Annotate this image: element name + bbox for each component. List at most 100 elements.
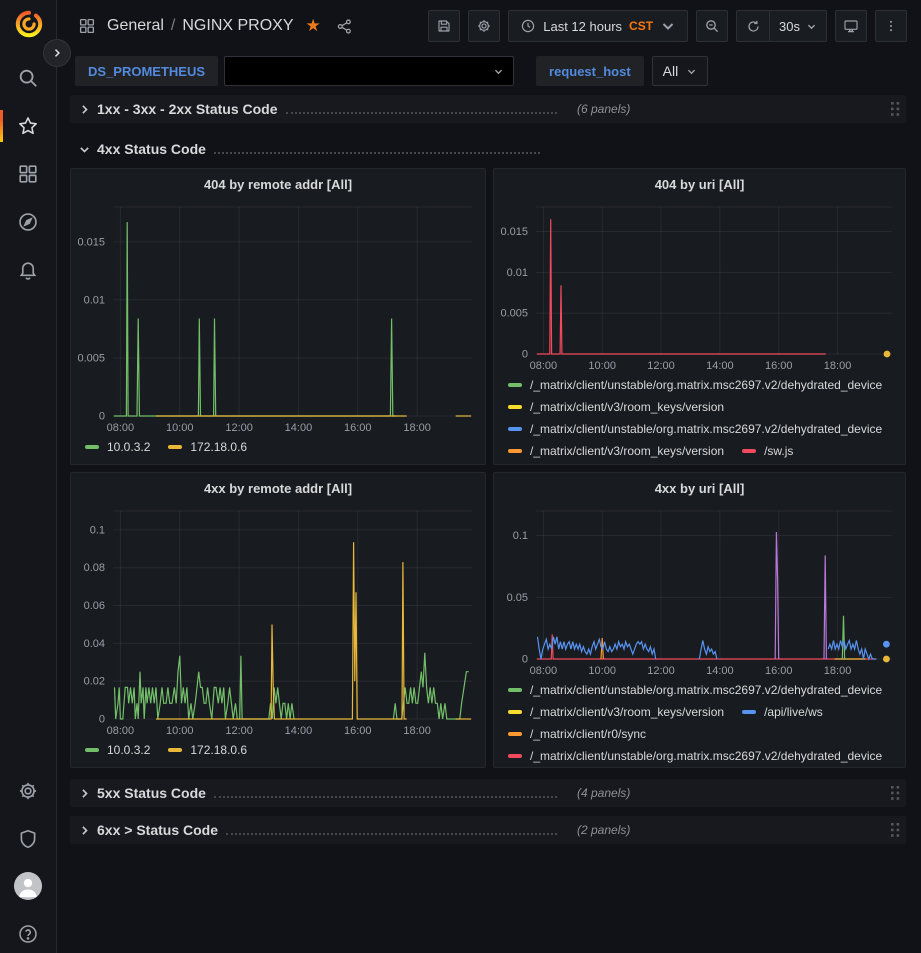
refresh-button[interactable] xyxy=(737,11,769,41)
legend-label: 172.18.0.6 xyxy=(190,440,248,454)
svg-text:0.01: 0.01 xyxy=(84,294,105,306)
svg-text:0: 0 xyxy=(522,654,528,666)
row-drag-handle[interactable] xyxy=(891,823,900,837)
breadcrumb-dashboard-title: NGINX PROXY xyxy=(182,17,294,34)
legend-item[interactable]: /_matrix/client/v3/room_keys/version xyxy=(508,396,724,418)
dotted-leader xyxy=(285,112,557,114)
svg-text:08:00: 08:00 xyxy=(530,360,558,372)
svg-text:0: 0 xyxy=(522,349,528,361)
legend-item[interactable]: /_matrix/client/unstable/org.matrix.msc2… xyxy=(508,745,882,765)
svg-text:16:00: 16:00 xyxy=(344,725,372,737)
legend-label: /_matrix/client/v3/room_keys/version xyxy=(530,705,725,719)
refresh-interval-picker[interactable]: 30s xyxy=(769,11,826,41)
panel-header[interactable]: 404 by uri [All] xyxy=(654,176,745,192)
row-panel-count: (2 panels) xyxy=(577,823,631,837)
legend-item[interactable]: 10.0.3.2 xyxy=(85,436,150,458)
time-series-plot[interactable]: 0 0.05 0.1 08:00 10:00 12:00 14:00 16:00 18:00 xyxy=(494,503,905,679)
series-color-marker xyxy=(168,748,183,752)
legend-item[interactable]: /_matrix/client/v3/room_keys/version xyxy=(508,701,724,723)
row-title: 1xx - 3xx - 2xx Status Code xyxy=(97,101,278,117)
svg-text:12:00: 12:00 xyxy=(225,422,253,434)
legend-item[interactable]: /sw.js xyxy=(742,440,793,462)
breadcrumb-folder[interactable]: General xyxy=(107,17,164,34)
sidebar xyxy=(0,0,57,953)
dashboard-settings-button[interactable] xyxy=(468,10,501,42)
legend-item[interactable]: /_matrix/client/unstable/org.matrix.msc2… xyxy=(508,679,882,701)
time-series-plot[interactable]: 0 0.02 0.04 0.06 0.08 0.1 08:00 10:00 12:00 14:00… xyxy=(71,503,485,739)
panel-4xx-by-uri: 4xx by uri [All] 0 0.05 0.1 08:00 10:00 12:00… xyxy=(493,472,906,768)
legend-item[interactable]: 172.18.0.6 xyxy=(168,739,247,761)
timezone-label: CST xyxy=(629,19,654,33)
more-options-kebab-button[interactable] xyxy=(875,10,907,42)
chevron-down-icon xyxy=(493,66,504,77)
help-question-icon[interactable] xyxy=(16,922,40,946)
share-icon[interactable] xyxy=(336,18,353,35)
legend-label: /_matrix/client/unstable/org.matrix.msc2… xyxy=(530,422,883,436)
legend-item[interactable]: /_matrix/client/unstable/org.matrix.msc2… xyxy=(508,374,882,396)
series-color-marker xyxy=(508,405,522,409)
user-avatar[interactable] xyxy=(14,872,42,900)
chevron-down-icon xyxy=(806,21,817,32)
legend-label: /_matrix/client/v3/room_keys/version xyxy=(530,444,725,458)
refresh-interval-label: 30s xyxy=(779,18,800,34)
time-range-picker[interactable]: Last 12 hours CST xyxy=(508,10,689,42)
panel-legend: 10.0.3.2 172.18.0.6 xyxy=(71,436,485,462)
save-dashboard-button[interactable] xyxy=(428,10,461,42)
time-range-label: Last 12 hours xyxy=(543,18,623,34)
dashboards-icon[interactable] xyxy=(16,162,40,186)
row-header-4xx[interactable]: 4xx Status Code xyxy=(70,135,906,163)
legend-item[interactable]: /api/live/ws xyxy=(742,701,823,723)
chevron-down-icon xyxy=(78,143,91,156)
legend-item[interactable]: /_matrix/client/r0/sync xyxy=(508,723,646,745)
svg-text:18:00: 18:00 xyxy=(824,665,852,677)
row-panel-count: (6 panels) xyxy=(577,102,631,116)
svg-text:14:00: 14:00 xyxy=(706,360,734,372)
legend-label: /_matrix/client/r0/sync xyxy=(530,727,647,741)
starred-dashboards-icon[interactable] xyxy=(16,114,40,138)
series-color-marker xyxy=(168,445,183,449)
panel-header[interactable]: 4xx by remote addr [All] xyxy=(203,480,353,496)
row-drag-handle[interactable] xyxy=(891,786,900,800)
sidebar-expand-button[interactable] xyxy=(43,39,71,67)
series-color-marker xyxy=(508,710,522,714)
time-series-plot[interactable]: 0 0.005 0.01 0.015 08:00 10:00 12:00 14:00 16:00… xyxy=(71,199,485,436)
chevron-right-icon xyxy=(78,787,91,800)
dotted-leader xyxy=(213,796,557,798)
tv-kiosk-mode-button[interactable] xyxy=(835,10,867,42)
panel-header[interactable]: 4xx by uri [All] xyxy=(654,480,745,496)
svg-text:0.05: 0.05 xyxy=(507,592,528,604)
legend-item[interactable]: /_matrix/client/unstable/org.matrix.msc2… xyxy=(508,418,882,440)
alerting-bell-icon[interactable] xyxy=(16,258,40,282)
configuration-gear-icon[interactable] xyxy=(16,779,40,803)
request-host-variable-select[interactable]: All xyxy=(651,56,709,86)
legend-item[interactable]: 172.18.0.6 xyxy=(168,436,247,458)
grafana-logo[interactable] xyxy=(13,8,45,40)
row-header-1xx-3xx-2xx[interactable]: 1xx - 3xx - 2xx Status Code (6 panels) xyxy=(70,95,906,123)
panel-404-by-remote-addr: 404 by remote addr [All] 0 0.005 0.01 0.015… xyxy=(70,168,486,465)
chevron-right-icon xyxy=(78,103,91,116)
row-header-6xx[interactable]: 6xx > Status Code (2 panels) xyxy=(70,816,906,844)
favorite-star-icon[interactable]: ★ xyxy=(305,16,321,35)
explore-compass-icon[interactable] xyxy=(16,210,40,234)
time-series-plot[interactable]: 0 0.005 0.01 0.015 08:00 10:00 12:00 14:00 16:00… xyxy=(494,199,905,374)
svg-text:18:00: 18:00 xyxy=(403,725,431,737)
svg-text:0: 0 xyxy=(99,411,105,423)
datasource-variable-select[interactable] xyxy=(224,56,515,86)
legend-label: /api/live/ws xyxy=(764,705,823,719)
row-title: 4xx Status Code xyxy=(97,141,206,157)
chevron-right-icon xyxy=(78,824,91,837)
svg-text:12:00: 12:00 xyxy=(647,665,675,677)
svg-text:0.02: 0.02 xyxy=(84,676,105,688)
row-header-5xx[interactable]: 5xx Status Code (4 panels) xyxy=(70,779,906,807)
svg-text:0.06: 0.06 xyxy=(84,600,105,612)
server-admin-shield-icon[interactable] xyxy=(16,827,40,851)
svg-text:12:00: 12:00 xyxy=(225,725,253,737)
zoom-out-time-button[interactable] xyxy=(696,10,729,42)
search-icon[interactable] xyxy=(16,66,40,90)
svg-text:0.005: 0.005 xyxy=(500,308,528,320)
clock-icon xyxy=(520,18,536,34)
row-drag-handle[interactable] xyxy=(891,102,900,116)
legend-item[interactable]: /_matrix/client/v3/room_keys/version xyxy=(508,440,724,462)
legend-item[interactable]: 10.0.3.2 xyxy=(85,739,150,761)
panel-header[interactable]: 404 by remote addr [All] xyxy=(203,176,353,192)
